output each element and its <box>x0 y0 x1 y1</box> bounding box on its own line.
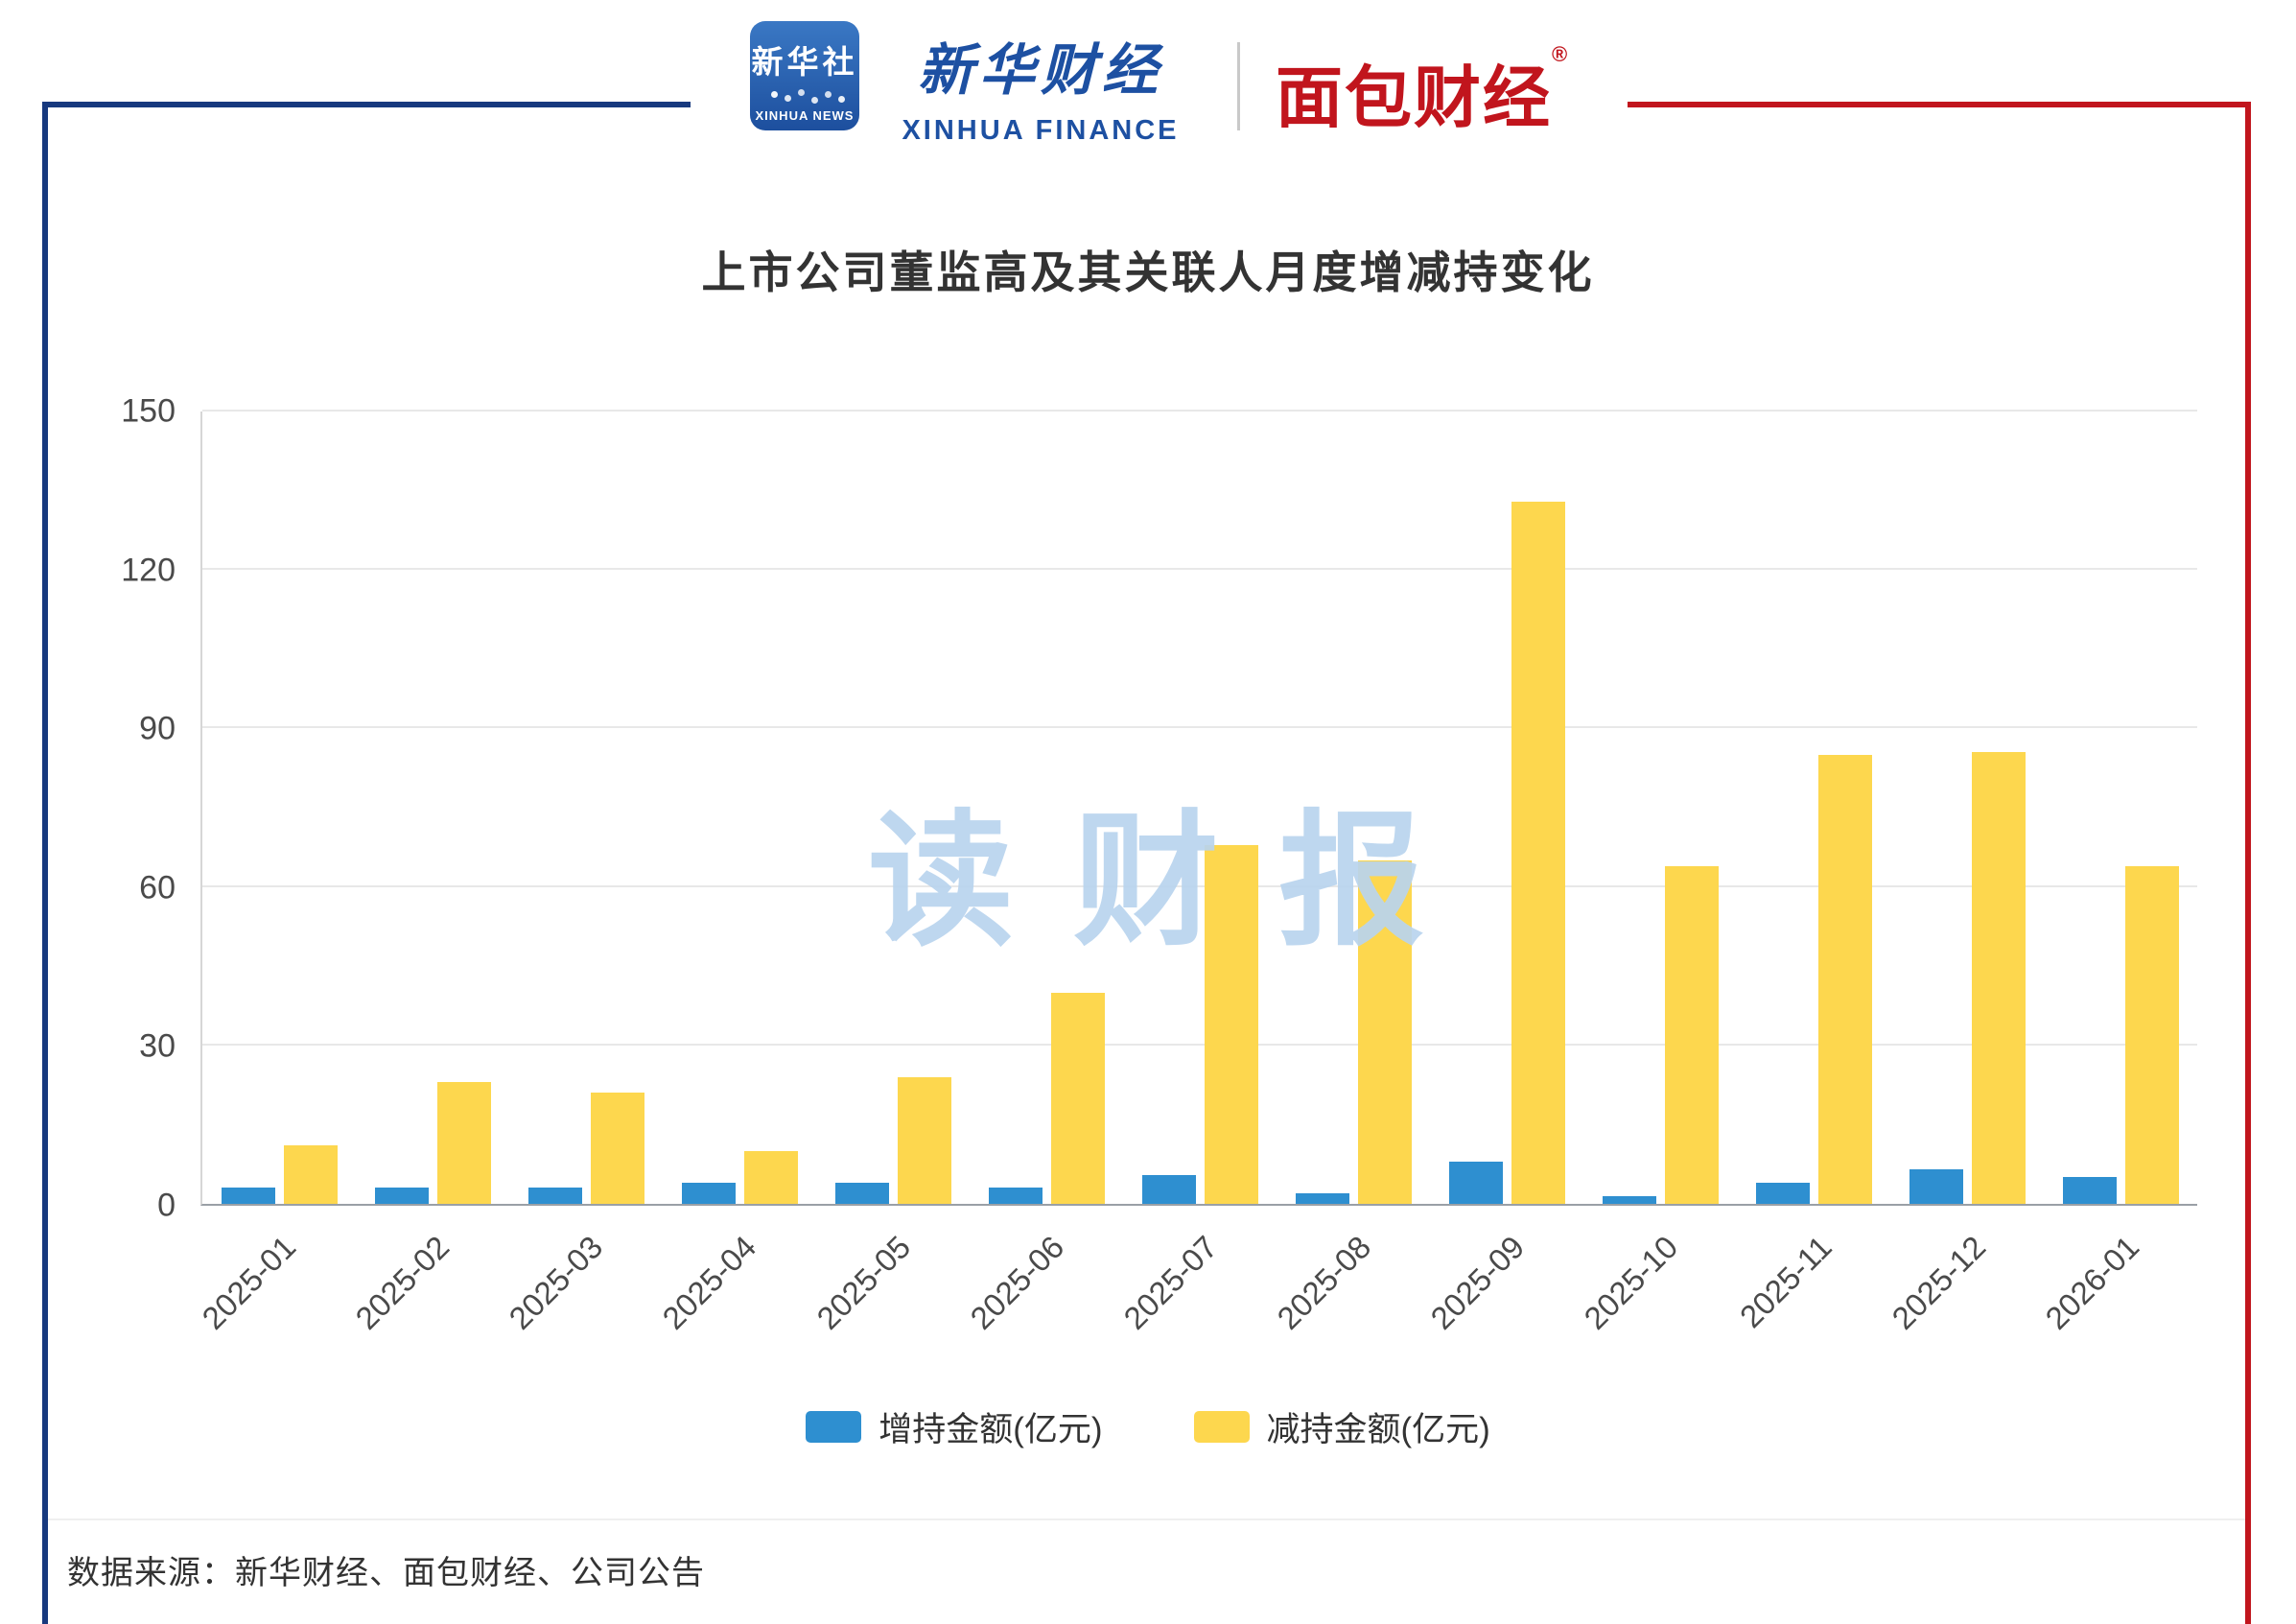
bar-decrease <box>1050 992 1105 1204</box>
network-dots-icon <box>771 91 778 98</box>
gridline <box>202 410 2197 412</box>
legend: 增持金额(亿元) 减持金额(亿元) <box>0 1402 2296 1451</box>
y-tick-label: 90 <box>139 710 176 747</box>
y-tick-label: 30 <box>139 1027 176 1065</box>
bars <box>202 412 2197 1204</box>
gridline <box>202 884 2197 887</box>
x-tick-label: 2025-09 <box>1423 1229 1532 1336</box>
x-tick-label: 2025-01 <box>195 1229 303 1336</box>
bar-increase <box>221 1188 275 1204</box>
bar-group <box>816 412 970 1204</box>
x-tick-label: 2025-04 <box>655 1229 763 1336</box>
bar-group <box>663 412 816 1204</box>
x-tick-label: 2025-06 <box>963 1229 1071 1336</box>
bar-increase <box>834 1182 889 1204</box>
bar-increase <box>1602 1195 1656 1204</box>
x-tick-label: 2025-05 <box>809 1229 917 1336</box>
bar-decrease <box>897 1076 951 1204</box>
y-tick-label: 120 <box>121 552 176 589</box>
mianbao-finance-logo: 面包财经® <box>1276 44 1569 141</box>
bar-group <box>1583 412 1737 1204</box>
bar-decrease <box>1204 844 1258 1204</box>
xinhua-finance-en: XINHUA FINANCE <box>902 115 1180 146</box>
bar-increase <box>1141 1174 1196 1204</box>
gridline <box>202 568 2197 571</box>
bar-increase <box>1448 1161 1503 1204</box>
bar-decrease <box>1971 752 2026 1204</box>
bar-group <box>1277 412 1430 1204</box>
bar-decrease <box>590 1093 644 1204</box>
y-axis-labels: 0 30 60 90 120 150 <box>0 393 187 1224</box>
bar-increase <box>374 1188 429 1204</box>
gridline <box>202 726 2197 729</box>
bar-increase <box>1755 1182 1810 1204</box>
bar-increase <box>1909 1169 1963 1204</box>
gridline <box>202 1043 2197 1046</box>
xinhua-finance-cn: 新华财经 <box>917 39 1163 102</box>
bar-decrease <box>1357 860 1412 1204</box>
bar-group <box>1737 412 1890 1204</box>
xinhua-news-logo-en: XINHUA NEWS <box>755 108 855 123</box>
bar-increase <box>2062 1177 2117 1204</box>
bar-increase <box>988 1188 1043 1204</box>
x-tick-label: 2025-11 <box>1732 1229 1839 1335</box>
bar-decrease <box>2124 865 2179 1204</box>
legend-item-increase: 增持金额(亿元) <box>806 1402 1103 1451</box>
bar-group <box>202 412 356 1204</box>
bar-decrease <box>436 1082 491 1204</box>
gridlines <box>202 410 2197 1204</box>
footer-divider <box>48 1518 2245 1520</box>
plot-area <box>200 410 2197 1206</box>
x-tick-label: 2025-12 <box>1885 1229 1992 1336</box>
bar-decrease <box>283 1145 338 1204</box>
frame-top-red-line <box>1628 102 2251 107</box>
xinhua-news-logo-cn: 新华社 <box>751 44 858 80</box>
bar-group <box>1890 412 2044 1204</box>
legend-label: 减持金额(亿元) <box>1266 1411 1490 1448</box>
legend-item-decrease: 减持金额(亿元) <box>1193 1402 1490 1451</box>
bar-group <box>356 412 509 1204</box>
bar-group <box>1123 412 1277 1204</box>
x-tick-label: 2025-07 <box>1116 1229 1225 1336</box>
bar-decrease <box>1817 754 1872 1204</box>
legend-label: 增持金额(亿元) <box>879 1411 1103 1448</box>
registered-mark-icon: ® <box>1552 42 1570 66</box>
legend-swatch-decrease <box>1193 1411 1250 1443</box>
y-tick-label: 150 <box>121 392 176 430</box>
watermark: 读财报 <box>868 800 1484 963</box>
bar-group <box>509 412 663 1204</box>
xinhua-finance-logo: 新华财经 XINHUA FINANCE <box>878 25 1204 147</box>
x-tick-label: 2025-02 <box>348 1229 457 1336</box>
bar-decrease <box>743 1150 798 1204</box>
bar-increase <box>527 1188 582 1204</box>
frame-left-blue-line <box>42 102 48 1624</box>
bar-group <box>1430 412 1583 1204</box>
frame-top-blue-line <box>42 102 691 107</box>
x-tick-label: 2025-03 <box>502 1229 610 1336</box>
header: 新华社 XINHUA NEWS 新华财经 XINHUA FINANCE 面包财经… <box>0 0 2296 173</box>
logo-divider <box>1237 42 1240 130</box>
bar-decrease <box>1511 501 1565 1204</box>
data-source: 数据来源：新华财经、面包财经、公司公告 <box>67 1555 705 1591</box>
bar-decrease <box>1664 865 1719 1204</box>
x-tick-label: 2026-01 <box>2038 1229 2146 1336</box>
bar-increase <box>681 1182 736 1204</box>
x-tick-label: 2025-08 <box>1270 1229 1378 1336</box>
bar-group <box>970 412 1123 1204</box>
xinhua-news-logo: 新华社 XINHUA NEWS <box>750 21 859 130</box>
legend-swatch-increase <box>806 1411 862 1443</box>
mianbao-finance-cn: 面包财经 <box>1276 60 1552 135</box>
chart-title: 上市公司董监高及其关联人月度增减持变化 <box>701 247 1595 297</box>
x-axis-labels: 2025-01 2025-02 2025-03 2025-04 2025-05 2025-… <box>195 1212 2197 1375</box>
frame-right-red-line <box>2245 102 2251 1624</box>
bar-group <box>2044 412 2197 1204</box>
y-tick-label: 60 <box>139 869 176 906</box>
y-tick-label: 0 <box>157 1187 176 1224</box>
bar-increase <box>1295 1193 1349 1204</box>
x-tick-label: 2025-10 <box>1577 1229 1685 1336</box>
